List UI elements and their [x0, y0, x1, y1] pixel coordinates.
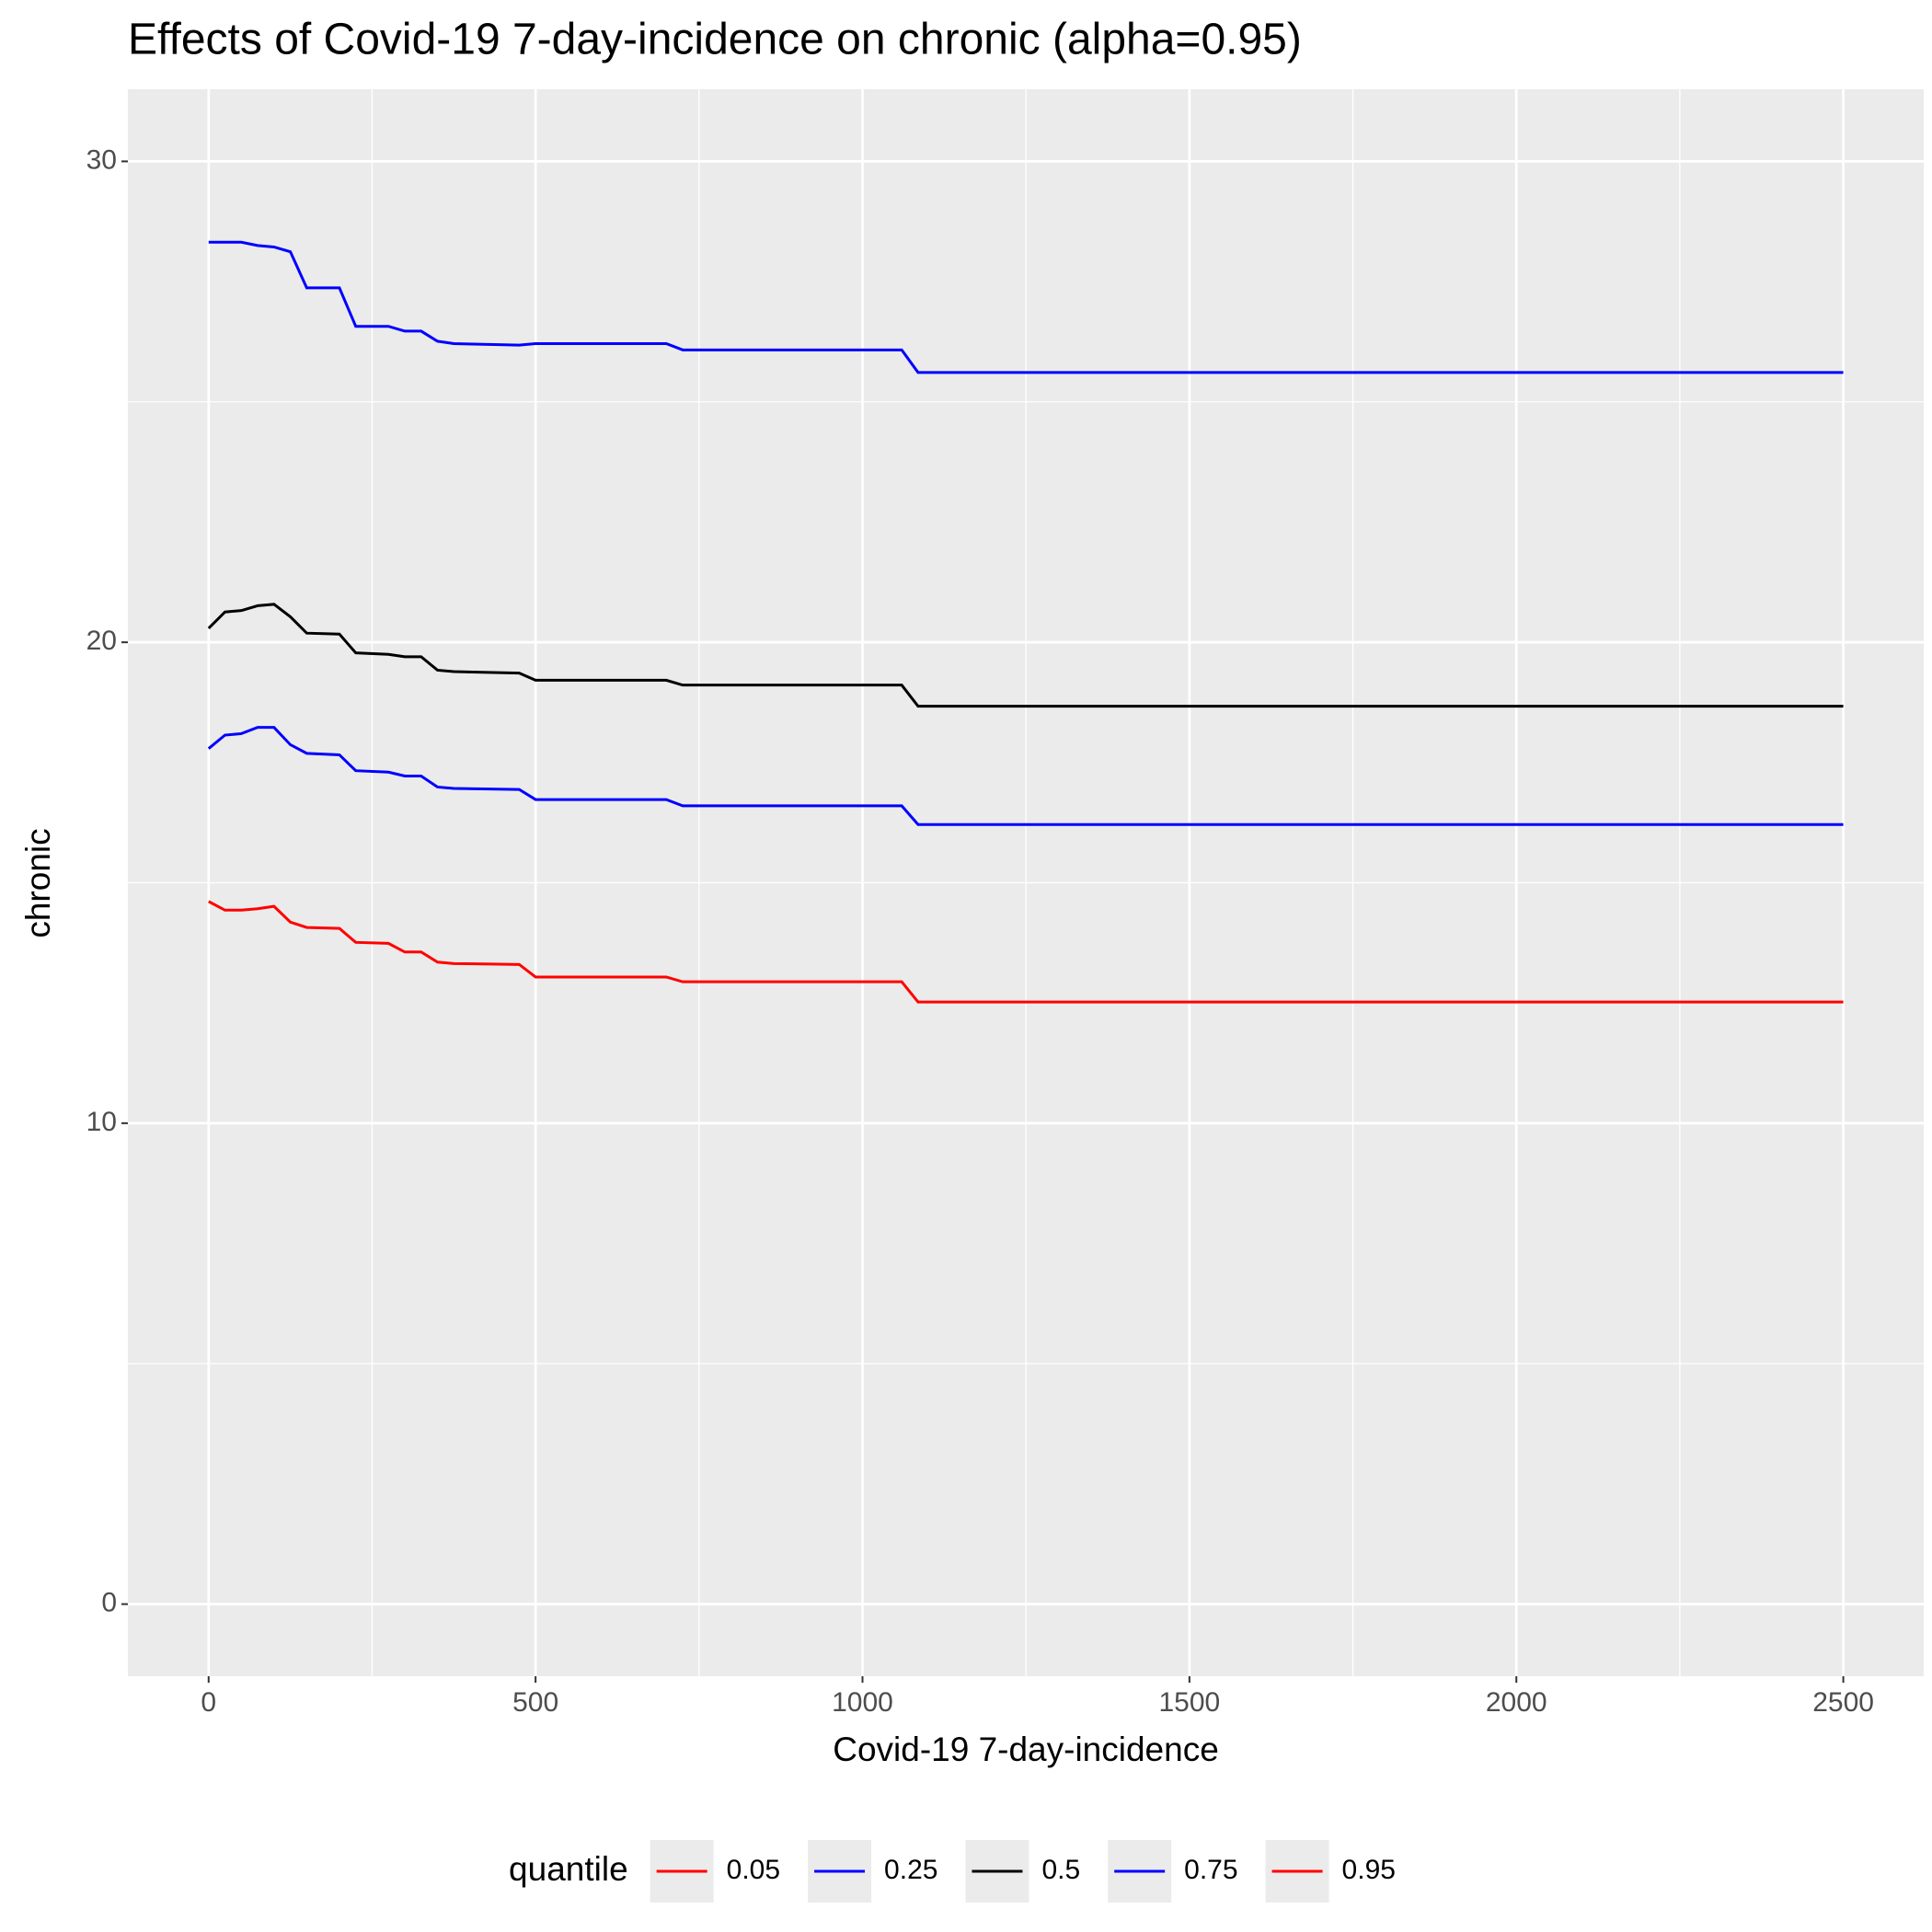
y-tick-label: 0 [101, 1588, 117, 1618]
legend-item: 0.75 [1108, 1840, 1238, 1903]
series-line [208, 240, 1844, 374]
legend-label: 0.05 [727, 1855, 780, 1885]
legend-label: 0.75 [1184, 1855, 1237, 1885]
legend-label: 0.5 [1041, 1855, 1080, 1885]
x-axis-title: Covid-19 7-day-incidence [833, 1731, 1219, 1768]
y-axis-title: chronic [19, 828, 57, 937]
x-tick-label: 1000 [832, 1687, 893, 1718]
x-tick-label: 1500 [1158, 1687, 1220, 1718]
legend-label: 0.95 [1342, 1855, 1396, 1885]
legend-item: 0.5 [965, 1840, 1080, 1903]
legend-item: 0.95 [1265, 1840, 1396, 1903]
series-line [208, 900, 1844, 1004]
legend-item: 0.25 [808, 1840, 937, 1903]
legend-title: quantile [509, 1850, 628, 1888]
x-tick-label: 0 [201, 1687, 216, 1718]
series-line [207, 726, 1844, 826]
x-tick-label: 500 [512, 1687, 558, 1718]
series-line [207, 603, 1844, 708]
legend-label: 0.25 [884, 1855, 937, 1885]
y-tick-label: 10 [86, 1107, 117, 1137]
legend-item: 0.05 [650, 1840, 780, 1903]
chart-title: Effects of Covid-19 7-day-incidence on c… [128, 16, 1302, 64]
y-tick-label: 30 [86, 144, 117, 175]
x-tick-label: 2000 [1486, 1687, 1547, 1718]
y-tick-label: 20 [86, 626, 117, 656]
x-tick-label: 2500 [1812, 1687, 1874, 1718]
